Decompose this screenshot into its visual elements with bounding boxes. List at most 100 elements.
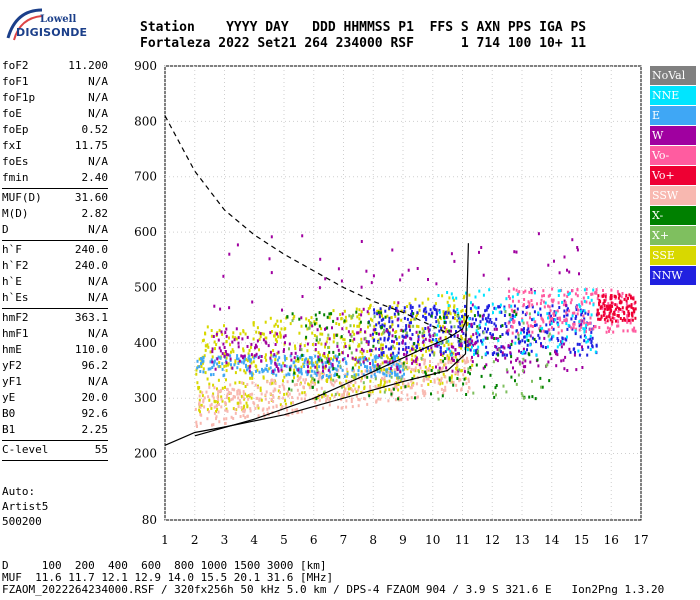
echo-point <box>219 307 222 311</box>
echo-point <box>405 324 408 328</box>
echo-point <box>358 324 361 328</box>
echo-point <box>316 360 319 364</box>
echo-point <box>531 395 534 399</box>
echo-point <box>332 350 335 354</box>
echo-point <box>437 341 440 345</box>
echo-point <box>585 322 588 325</box>
echo-point <box>487 327 489 331</box>
echo-point <box>488 288 491 292</box>
echo-point <box>367 321 370 325</box>
x-tick-label: 13 <box>514 533 529 547</box>
echo-point <box>396 372 399 376</box>
echo-point <box>299 375 302 379</box>
echo-point <box>296 388 299 392</box>
echo-point <box>613 312 616 316</box>
echo-point <box>209 360 212 364</box>
echo-point <box>198 398 201 402</box>
echo-point <box>444 362 447 366</box>
echo-point <box>320 342 323 346</box>
echo-point <box>293 383 296 387</box>
echo-point <box>368 357 371 361</box>
echo-point <box>557 301 560 305</box>
echo-point <box>236 390 239 393</box>
echo-point <box>388 360 391 364</box>
echo-point <box>394 335 397 339</box>
echo-point <box>488 304 490 308</box>
echo-point <box>451 296 454 300</box>
echo-point <box>524 289 527 293</box>
echo-point <box>233 388 236 392</box>
echo-point <box>379 363 382 366</box>
echo-point <box>493 327 496 331</box>
echo-point <box>256 339 259 343</box>
echo-point <box>269 366 272 370</box>
echo-point <box>216 362 219 366</box>
echo-point <box>418 304 421 308</box>
echo-point <box>490 321 493 324</box>
echo-point <box>437 294 440 297</box>
echo-point <box>212 373 215 376</box>
echo-point <box>446 291 449 294</box>
echo-point <box>260 398 263 402</box>
echo-point <box>528 290 531 294</box>
echo-point <box>388 332 391 336</box>
echo-point <box>589 321 592 325</box>
echo-point <box>328 316 331 320</box>
echo-point <box>552 319 555 323</box>
echo-point <box>332 340 335 344</box>
x-tick-label: 3 <box>221 533 229 547</box>
echo-point <box>468 324 471 328</box>
echo-point <box>630 305 633 309</box>
echo-point <box>571 314 574 318</box>
echo-point <box>333 336 336 340</box>
echo-point <box>454 348 457 351</box>
echo-point <box>210 329 213 332</box>
echo-point <box>456 352 459 356</box>
echo-point <box>469 324 472 328</box>
echo-point <box>415 330 418 334</box>
echo-point <box>340 335 343 339</box>
param-value: N/A <box>88 327 108 340</box>
echo-point <box>316 328 319 332</box>
echo-point <box>607 305 610 309</box>
echo-point <box>415 356 418 360</box>
echo-point <box>437 369 440 373</box>
echo-point <box>196 366 199 370</box>
echo-point <box>325 340 328 344</box>
echo-point <box>315 321 318 325</box>
echo-point <box>467 379 470 383</box>
echo-point <box>348 344 351 348</box>
echo-point <box>270 379 273 383</box>
echo-point <box>524 365 527 369</box>
echo-point <box>387 361 390 365</box>
echo-point <box>324 277 327 281</box>
echo-point <box>252 323 255 327</box>
echo-point <box>482 366 485 370</box>
echo-point <box>225 327 228 331</box>
echo-point <box>317 351 320 355</box>
echo-point <box>383 380 386 384</box>
echo-point <box>274 361 277 365</box>
echo-point <box>219 356 222 360</box>
echo-point <box>239 368 242 372</box>
echo-point <box>560 345 563 349</box>
echo-point <box>427 346 429 350</box>
echo-point <box>224 408 227 412</box>
echo-point <box>373 315 376 319</box>
echo-point <box>527 352 530 356</box>
echo-point <box>302 362 305 366</box>
echo-point <box>262 369 265 373</box>
echo-point <box>447 347 450 351</box>
legend-item: E <box>650 106 696 125</box>
echo-point <box>243 369 246 373</box>
echo-point <box>383 390 386 394</box>
echo-point <box>255 369 257 373</box>
echo-point <box>504 322 507 326</box>
echo-point <box>418 363 421 367</box>
echo-point <box>430 369 433 372</box>
echo-point <box>615 319 617 323</box>
echo-point <box>601 306 604 310</box>
echo-point <box>501 333 504 336</box>
echo-point <box>397 351 400 355</box>
echo-point <box>569 350 572 354</box>
